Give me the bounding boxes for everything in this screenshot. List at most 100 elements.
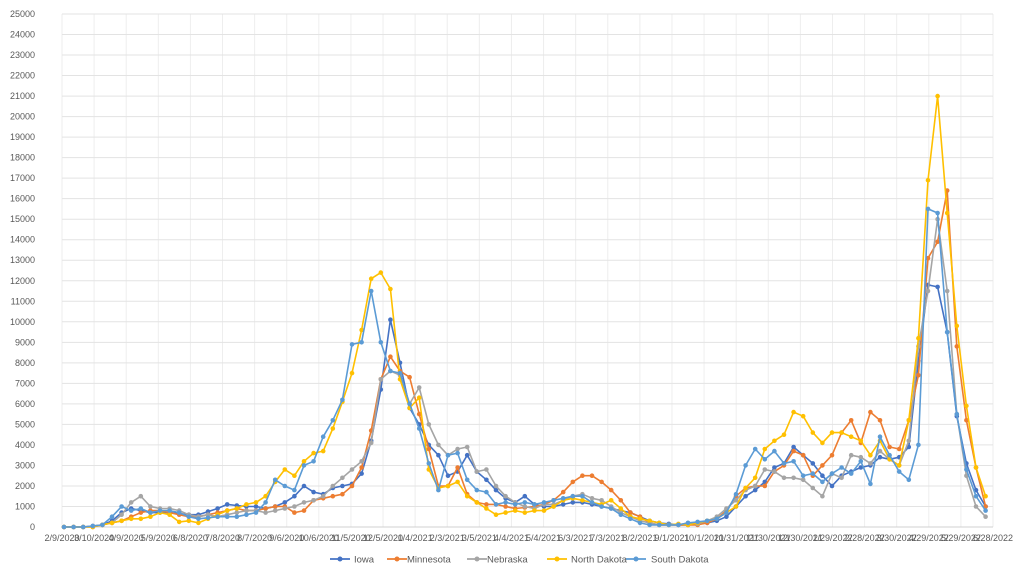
data-point (800, 473, 806, 479)
data-point (282, 500, 288, 505)
data-point (455, 446, 460, 452)
data-point (820, 463, 825, 468)
data-point (522, 493, 528, 499)
data-point (292, 473, 297, 479)
data-point (762, 483, 768, 489)
series-line (64, 208, 987, 528)
y-tick-label: 9000 (15, 337, 35, 347)
data-point (647, 518, 652, 524)
data-point (522, 504, 528, 509)
data-point (503, 510, 508, 515)
x-tick-label: 10/31/2021 (714, 533, 759, 543)
x-tick-label: 11/5/2020 (331, 533, 370, 543)
data-point (829, 471, 835, 476)
data-point (368, 440, 374, 446)
data-point (973, 493, 979, 499)
data-point (378, 270, 384, 275)
data-point (340, 483, 345, 489)
data-point (503, 504, 508, 509)
data-point (426, 461, 432, 466)
data-point (253, 510, 259, 515)
data-point (973, 465, 979, 470)
data-point (944, 329, 950, 335)
x-tick-label: 6/8/2020 (173, 533, 208, 543)
y-tick-label: 1000 (15, 501, 35, 511)
x-tick-label: 11/30/2021 (746, 533, 790, 543)
data-point (215, 514, 220, 519)
data-point (186, 514, 192, 519)
x-tick-label: 8/7/2020 (237, 533, 272, 543)
data-point (128, 516, 134, 522)
data-point (868, 481, 873, 487)
data-point (724, 514, 729, 519)
data-point (752, 475, 758, 481)
data-point (148, 504, 153, 509)
data-point (820, 440, 825, 446)
data-point (954, 323, 960, 329)
data-point (464, 477, 470, 483)
x-tick-label: 1/29/2022 (812, 533, 852, 543)
data-point (522, 510, 528, 515)
x-tick-label: 9/1/2021 (654, 533, 689, 543)
data-point (301, 483, 307, 489)
data-point (752, 483, 758, 489)
data-point (292, 504, 297, 509)
data-point (340, 475, 345, 481)
x-tick-label: 1/4/2021 (398, 533, 433, 543)
series-line (64, 284, 987, 528)
data-point (388, 368, 393, 374)
data-point (810, 430, 816, 435)
data-point (733, 504, 739, 509)
data-point (877, 418, 883, 423)
data-point (916, 442, 921, 448)
data-point (560, 496, 566, 501)
axes: 0 1000 2000 3000 4000 5000 6000 7000 8000 9000 100… (10, 9, 1013, 543)
legend-label: Minnesota (407, 555, 452, 566)
legend-label: South Dakota (651, 555, 709, 566)
data-point (896, 469, 902, 474)
data-point (455, 479, 460, 485)
data-point (474, 469, 480, 474)
data-point (445, 483, 451, 489)
data-point (580, 493, 585, 499)
data-point (925, 206, 931, 212)
data-point (560, 502, 566, 507)
data-point (416, 385, 422, 390)
data-point (877, 434, 883, 440)
data-point (800, 452, 806, 458)
y-tick-label: 25000 (10, 9, 35, 19)
data-point (810, 485, 816, 491)
data-point (61, 524, 67, 530)
data-point (762, 457, 768, 462)
y-tick-label: 11000 (11, 296, 35, 306)
legend: Iowa Minnesota Nebraska North Dakota South D… (330, 555, 709, 566)
data-point (484, 489, 489, 495)
data-point (868, 452, 873, 458)
data-point (724, 510, 729, 515)
data-point (301, 500, 307, 505)
data-point (906, 438, 912, 444)
data-point (589, 473, 595, 479)
data-point (244, 512, 249, 517)
series-nebraska (61, 216, 988, 530)
data-point (944, 210, 950, 216)
data-point (839, 465, 844, 470)
data-point (848, 471, 854, 476)
data-point (522, 500, 528, 505)
data-point (656, 522, 662, 528)
x-tick-label: 2/9/2020 (44, 533, 79, 543)
data-point (618, 512, 624, 517)
data-point (359, 340, 364, 345)
data-point (224, 508, 230, 513)
data-point (138, 506, 144, 511)
data-point (484, 477, 489, 483)
data-point (887, 444, 892, 450)
data-point (791, 444, 796, 450)
data-point (349, 370, 355, 376)
data-point (512, 508, 518, 513)
data-point (464, 493, 470, 499)
data-point (378, 340, 384, 345)
data-point (704, 518, 710, 524)
series-south-dakota (61, 206, 988, 530)
